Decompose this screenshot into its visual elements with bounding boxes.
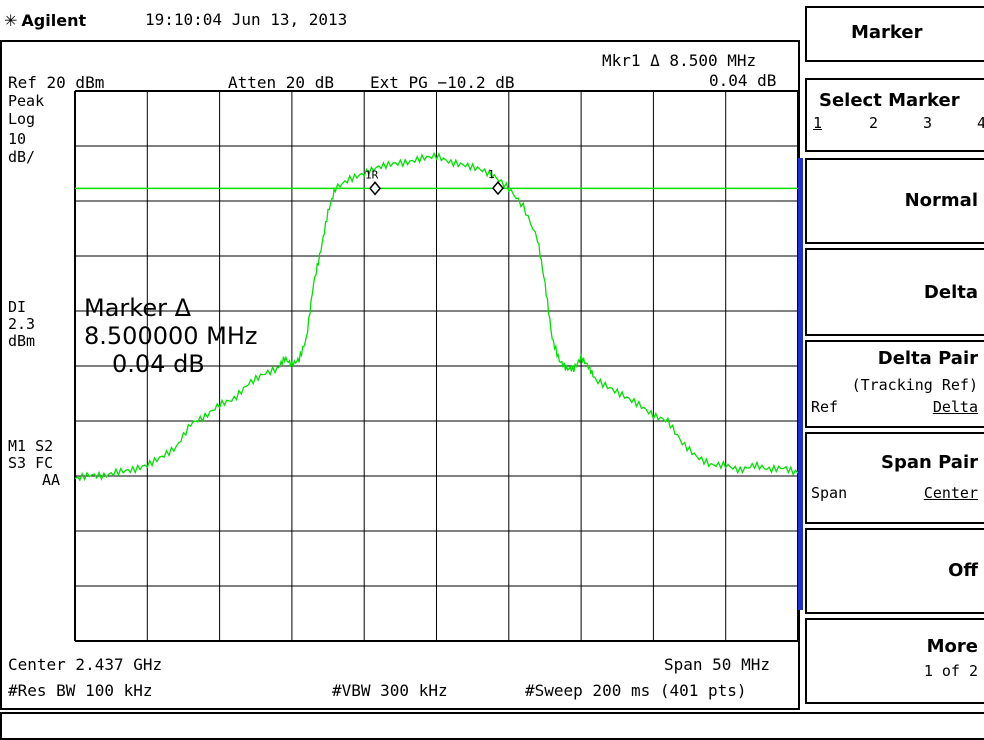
attenuation: Atten 20 dB — [228, 73, 334, 92]
display-line-unit: dBm — [8, 332, 36, 350]
trace-status-2: S3 FC — [8, 454, 54, 472]
analyzer-screen: Mkr1 Δ 8.500 MHz 0.04 dB Ref 20 dBm Atte… — [0, 40, 800, 710]
vbw: #VBW 300 kHz — [332, 681, 448, 700]
softkey-menu-title: Marker — [805, 6, 984, 62]
scale-type-label: Log — [8, 110, 36, 128]
scale-value-label: 10 — [8, 130, 27, 148]
span-pair-center-option[interactable]: Center — [923, 484, 978, 502]
big-marker-title: Marker Δ — [84, 294, 192, 322]
softkey-normal[interactable]: Normal — [805, 158, 984, 244]
more-page-indicator: 1 of 2 — [923, 662, 978, 680]
brand: ✳ Agilent — [4, 11, 86, 30]
marker-diamond-icon — [369, 181, 382, 196]
center-frequency: Center 2.437 GHz — [8, 655, 163, 674]
softkey-panel: Marker Select Marker 1 2 3 4 Normal Delt… — [805, 0, 984, 710]
span-pair-label: Span Pair — [881, 452, 978, 473]
delta-label: Delta — [923, 282, 978, 303]
softkey-off[interactable]: Off — [805, 528, 984, 614]
agilent-spark-icon: ✳ — [4, 11, 18, 30]
big-marker-delta: 0.04 dB — [112, 350, 205, 378]
scale-unit-label: dB/ — [8, 148, 36, 166]
delta-pair-sub: (Tracking Ref) — [851, 376, 978, 394]
menu-title-label: Marker — [851, 22, 923, 43]
sweep: #Sweep 200 ms (401 pts) — [525, 681, 747, 700]
softkey-select-marker[interactable]: Select Marker 1 2 3 4 — [805, 78, 984, 152]
marker-readout-amp: 0.04 dB — [709, 71, 777, 90]
span-pair-span-option[interactable]: Span — [811, 484, 848, 502]
marker-group: 1R 1 — [365, 168, 504, 196]
timestamp: 19:10:04 Jun 13, 2013 — [145, 10, 348, 29]
normal-label: Normal — [904, 190, 978, 211]
big-marker-frequency: 8.500000 MHz — [84, 322, 258, 350]
marker-option-4[interactable]: 4 — [977, 114, 984, 132]
marker-label: 1 — [488, 168, 495, 181]
trace-status-1: M1 S2 — [8, 437, 54, 455]
marker-readout-freq: Mkr1 Δ 8.500 MHz — [602, 51, 757, 70]
marker-diamond-icon — [491, 180, 504, 196]
softkey-group-bracket — [798, 158, 803, 610]
res-bw: #Res BW 100 kHz — [8, 681, 153, 700]
marker-option-2[interactable]: 2 — [869, 114, 879, 132]
softkey-delta-pair[interactable]: Delta Pair (Tracking Ref) Ref Delta — [805, 340, 984, 428]
more-label: More — [926, 636, 978, 657]
softkey-delta[interactable]: Delta — [805, 248, 984, 336]
display-line-label: DI — [8, 298, 27, 316]
delta-pair-delta-option[interactable]: Delta — [932, 398, 978, 416]
top-bar: ✳ Agilent 19:10:04 Jun 13, 2013 — [0, 0, 800, 40]
graticule — [74, 90, 798, 642]
off-label: Off — [948, 560, 978, 581]
ext-pg: Ext PG −10.2 dB — [370, 73, 515, 92]
display-line-value: 2.3 — [8, 315, 36, 333]
select-marker-label: Select Marker — [819, 90, 960, 111]
trace-status-3: AA — [42, 471, 61, 489]
marker-label: 1R — [365, 168, 379, 181]
marker-option-3[interactable]: 3 — [923, 114, 933, 132]
marker-option-1[interactable]: 1 — [813, 114, 823, 132]
delta-pair-label: Delta Pair — [877, 348, 978, 369]
spectrum-trace — [74, 151, 798, 482]
spectrum-chart: 1R 1 — [74, 90, 798, 642]
status-bar — [0, 712, 984, 740]
span: Span 50 MHz — [664, 655, 770, 674]
ref-level: Ref 20 dBm — [8, 73, 105, 92]
delta-pair-ref-option[interactable]: Ref — [811, 398, 839, 416]
brand-name: Agilent — [21, 11, 87, 30]
detector-label: Peak — [8, 92, 45, 110]
softkey-span-pair[interactable]: Span Pair Span Center — [805, 432, 984, 524]
softkey-more[interactable]: More 1 of 2 — [805, 618, 984, 704]
